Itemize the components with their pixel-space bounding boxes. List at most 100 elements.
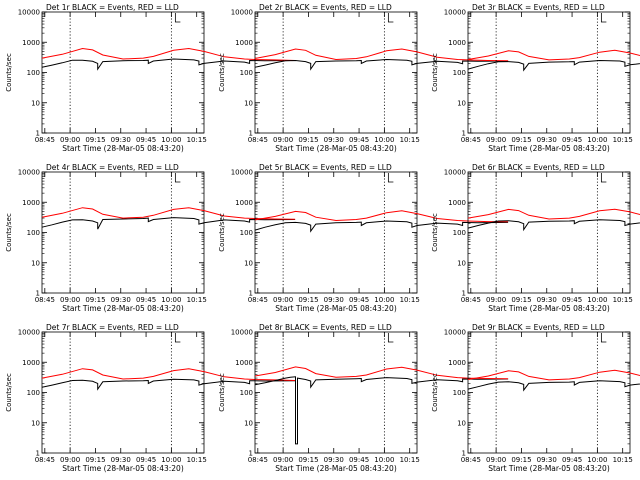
chart-panel-9: Det 9r BLACK = Events, RED = LLD 1 10 100 10… [431, 323, 640, 473]
interval-bracket [600, 13, 607, 23]
series-line-events [41, 217, 296, 230]
x-axis-label: Start Time (28-Mar-05 08:43:20) [275, 464, 397, 473]
y-tick-label: 10 [31, 259, 40, 267]
x-tick-label: 10:15 [187, 136, 207, 144]
chart-panel-6: Det 6r BLACK = Events, RED = LLD 1 10 100 10… [431, 163, 640, 313]
y-tick-label: 1 [36, 130, 40, 138]
y-tick-label: 10000 [18, 169, 40, 177]
y-tick-label: 10000 [18, 329, 40, 337]
x-axis-label: Start Time (28-Mar-05 08:43:20) [62, 304, 184, 313]
chart-panel-4: Det 4r BLACK = Events, RED = LLD 1 10 100 10… [5, 163, 296, 313]
x-tick-label: 09:00 [60, 456, 80, 464]
x-tick-label: 08:45 [35, 456, 55, 464]
x-tick-label: 10:00 [374, 456, 394, 464]
y-tick-label: 1 [462, 450, 466, 458]
x-tick-label: 09:45 [349, 456, 369, 464]
x-tick-label: 08:45 [248, 456, 268, 464]
y-axis-label: Counts/sec [431, 213, 439, 252]
chart-panel-7: Det 7r BLACK = Events, RED = LLD11010010… [5, 323, 296, 473]
y-tick-label: 1 [249, 290, 253, 298]
x-tick-label: 10:15 [187, 296, 207, 304]
x-tick-label: 09:00 [486, 296, 506, 304]
y-tick-label: 100 [240, 389, 253, 397]
x-tick-label: 10:00 [161, 296, 181, 304]
x-axis-label: Start Time (28-Mar-05 08:43:20) [275, 304, 397, 313]
x-tick-label: 10:15 [400, 136, 420, 144]
x-tick-label: 09:30 [111, 296, 131, 304]
interval-bracket [600, 333, 607, 343]
x-tick-label: 09:30 [324, 296, 344, 304]
y-tick-label: 10000 [444, 329, 466, 337]
y-tick-label: 100 [453, 389, 466, 397]
y-tick-label: 10000 [231, 9, 253, 17]
y-axis-label: Counts/sec [431, 53, 439, 92]
x-tick-label: 09:00 [60, 296, 80, 304]
x-tick-label: 09:00 [60, 136, 80, 144]
series-line-lld [41, 207, 296, 220]
x-tick-label: 09:30 [111, 456, 131, 464]
x-axis-label: Start Time (28-Mar-05 08:43:20) [488, 144, 610, 153]
plot-frame [467, 171, 631, 294]
y-axis-label: Counts/sec [218, 373, 226, 412]
x-axis-label: Start Time (28-Mar-05 08:43:20) [62, 464, 184, 473]
y-tick-label: 10000 [18, 9, 40, 17]
series-line-lld [41, 368, 296, 381]
y-tick-label: 100 [240, 229, 253, 237]
interval-bracket [387, 333, 394, 343]
series-line-events [467, 380, 640, 392]
plot-frame [41, 171, 205, 294]
plot-frame [467, 331, 631, 454]
interval-bracket [387, 13, 394, 23]
y-tick-label: 10 [457, 99, 466, 107]
plot-frame [254, 171, 418, 294]
chart-panel-3: Det 3r BLACK = Events, RED = LLD 1 10 100 10… [431, 3, 640, 153]
y-tick-label: 1000 [235, 39, 253, 47]
x-tick-label: 09:45 [349, 296, 369, 304]
x-tick-label: 09:15 [511, 456, 531, 464]
x-tick-label: 09:30 [537, 456, 557, 464]
x-tick-label: 09:45 [562, 136, 582, 144]
chart-title: Det 8r BLACK = Events, RED = LLD [259, 323, 392, 332]
x-tick-label: 09:00 [486, 456, 506, 464]
x-axis-label: Start Time (28-Mar-05 08:43:20) [488, 304, 610, 313]
plot-frame [41, 331, 205, 454]
y-tick-label: 100 [453, 69, 466, 77]
chart-title: Det 5r BLACK = Events, RED = LLD [259, 163, 392, 172]
x-tick-label: 08:45 [35, 296, 55, 304]
y-tick-label: 1 [249, 130, 253, 138]
y-tick-label: 1 [36, 450, 40, 458]
x-tick-label: 09:00 [486, 136, 506, 144]
x-tick-label: 09:30 [324, 456, 344, 464]
chart-title: Det 4r BLACK = Events, RED = LLD [46, 163, 179, 172]
series-line-lld [467, 208, 640, 220]
series-line-events [254, 58, 509, 71]
series-line-events [41, 58, 296, 71]
x-tick-label: 08:45 [248, 136, 268, 144]
x-tick-label: 10:15 [613, 296, 633, 304]
x-tick-label: 09:45 [136, 456, 156, 464]
x-tick-label: 09:15 [298, 296, 318, 304]
y-tick-label: 1000 [22, 199, 40, 207]
x-tick-label: 09:30 [111, 136, 131, 144]
y-tick-label: 100 [27, 229, 40, 237]
y-tick-label: 10 [244, 99, 253, 107]
plot-frame [467, 11, 631, 134]
series-line-events [254, 376, 509, 445]
y-tick-label: 10 [457, 259, 466, 267]
x-tick-label: 09:30 [537, 136, 557, 144]
x-tick-label: 09:15 [298, 456, 318, 464]
x-tick-label: 08:45 [461, 296, 481, 304]
y-tick-label: 10 [244, 419, 253, 427]
series-line-events [41, 378, 296, 391]
x-tick-label: 09:15 [85, 456, 105, 464]
x-axis-label: Start Time (28-Mar-05 08:43:20) [488, 464, 610, 473]
y-tick-label: 10 [31, 99, 40, 107]
y-tick-label: 1000 [448, 199, 466, 207]
y-tick-label: 10 [244, 259, 253, 267]
x-tick-label: 10:00 [161, 456, 181, 464]
x-tick-label: 09:30 [324, 136, 344, 144]
x-tick-label: 09:45 [136, 136, 156, 144]
x-tick-label: 10:15 [613, 136, 633, 144]
x-tick-label: 10:00 [587, 456, 607, 464]
x-tick-label: 08:45 [461, 456, 481, 464]
